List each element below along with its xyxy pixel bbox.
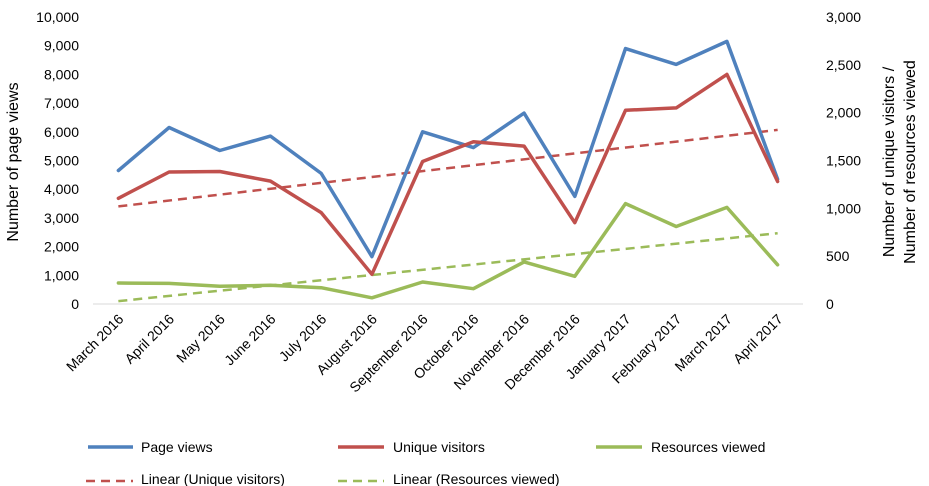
y-tick-label: 0: [71, 296, 79, 312]
y-right-tick-label: 0: [826, 296, 834, 312]
legend-label-linear-unique-visitors: Linear (Unique visitors): [141, 471, 285, 486]
trendline-unique-visitors: [118, 128, 778, 208]
legend-label-unique-visitors: Unique visitors: [393, 439, 485, 455]
y-right-tick-label: 1,500: [826, 153, 861, 169]
legend-label-linear-resources-viewed: Linear (Resources viewed): [393, 471, 560, 486]
y-tick-label: 4,000: [44, 181, 79, 197]
y-tick-label: 7,000: [44, 95, 79, 111]
legend-label-resources-viewed: Resources viewed: [651, 439, 765, 455]
y-tick-label: 5,000: [44, 153, 79, 169]
series-line-page-views: [116, 39, 780, 259]
x-tick-label: March 2016: [63, 311, 127, 375]
series-lines: [116, 39, 780, 300]
y-tick-label: 10,000: [36, 9, 79, 25]
y-tick-label: 6,000: [44, 124, 79, 140]
legend: Page views Unique visitors Resources vie…: [86, 439, 765, 486]
legend-label-page-views: Page views: [141, 439, 213, 455]
y-right-tick-label: 2,500: [826, 57, 861, 73]
x-tick-label: July 2016: [276, 311, 330, 365]
y-tick-label: 3,000: [44, 210, 79, 226]
right-axis-ticks: 0 500 1,000 1,500 2,000 2,500 3,000: [826, 9, 861, 312]
series-line-resources-viewed: [116, 201, 780, 300]
trendlines: [118, 128, 778, 303]
y-right-tick-label: 3,000: [826, 9, 861, 25]
series-line-unique-visitors: [116, 72, 780, 277]
y-right-tick-label: 2,000: [826, 105, 861, 121]
x-tick-label: April 2016: [121, 311, 177, 367]
y-axis-right-title-line1: Number of unique visitors /: [881, 66, 898, 257]
y-tick-label: 9,000: [44, 38, 79, 54]
x-tick-label: June 2016: [221, 311, 279, 369]
x-tick-label: May 2016: [173, 311, 228, 366]
y-tick-label: 2,000: [44, 239, 79, 255]
y-tick-label: 8,000: [44, 66, 79, 82]
trendline-resources-viewed: [118, 231, 778, 303]
left-axis-ticks: 0 1,000 2,000 3,000 4,000 5,000 6,000 7,000 8,00…: [36, 9, 79, 312]
y-right-tick-label: 500: [826, 248, 850, 264]
x-tick-label: April 2017: [730, 311, 786, 367]
y-tick-label: 1,000: [44, 267, 79, 283]
y-axis-right-title-line2: Number of resources viewed: [902, 60, 919, 264]
y-right-tick-label: 1,000: [826, 200, 861, 216]
y-axis-title: Number of page views: [5, 82, 22, 241]
